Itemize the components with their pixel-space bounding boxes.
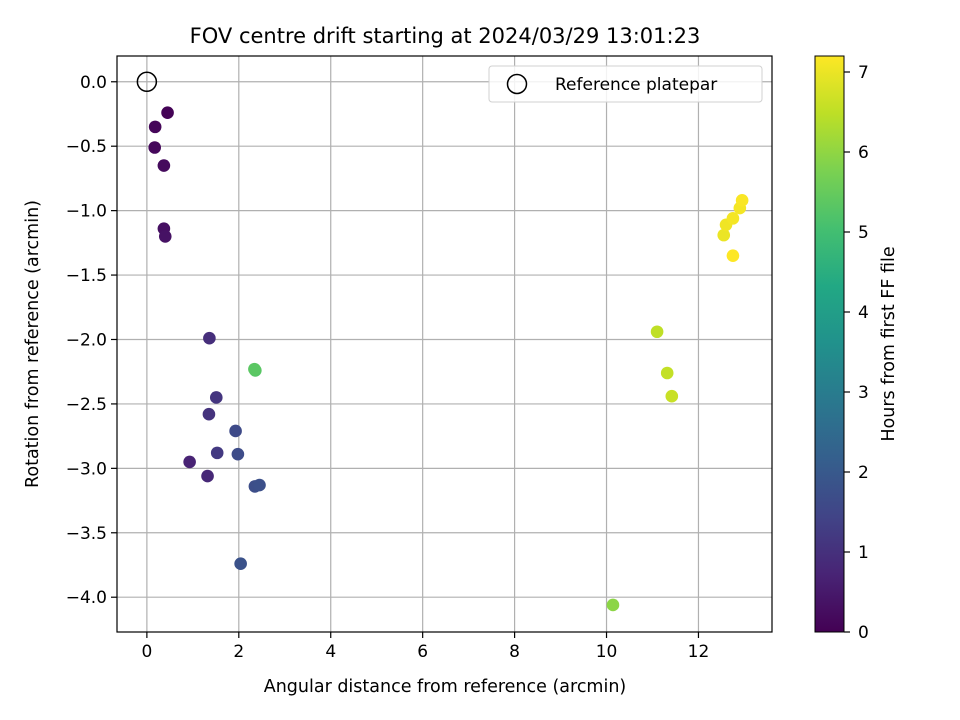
scatter-point <box>231 447 245 461</box>
scatter-point <box>203 331 216 345</box>
scatter-point <box>229 424 242 438</box>
data-points <box>148 106 749 612</box>
plot-frame <box>116 55 773 633</box>
scatter-point <box>735 194 749 207</box>
legend-box <box>488 65 763 103</box>
colorbar: 0 1 2 3 4 5 6 7 Hours from first FF file <box>814 55 899 643</box>
scatter-point <box>148 141 161 154</box>
grid <box>117 56 772 632</box>
scatter-point <box>248 362 261 376</box>
scatter-point <box>157 159 171 172</box>
y-tick-label: −2.5 <box>66 395 107 415</box>
colorbar-tick-label: 2 <box>858 463 869 483</box>
y-tick-label: −4.0 <box>66 588 107 608</box>
x-tick-label: 6 <box>417 642 428 662</box>
chart-title: FOV centre drift starting at 2024/03/29 … <box>190 24 701 48</box>
scatter-point <box>253 478 266 492</box>
x-axis-label: Angular distance from reference (arcmin) <box>264 677 627 697</box>
scatter-point <box>717 228 731 242</box>
colorbar-gradient <box>814 55 845 633</box>
scatter-point <box>665 389 679 403</box>
y-tick-label: 0.0 <box>80 73 107 93</box>
scatter-point <box>209 391 223 404</box>
y-axis-label: Rotation from reference (arcmin) <box>23 200 43 488</box>
colorbar-tick-label: 4 <box>858 303 869 323</box>
legend-marker-icon <box>506 73 528 95</box>
colorbar-ticks: 0 1 2 3 4 5 6 7 <box>844 63 869 643</box>
y-tick-label: −1.0 <box>66 202 107 222</box>
colorbar-tick-label: 5 <box>858 223 869 243</box>
colorbar-tick-label: 1 <box>858 543 869 563</box>
colorbar-tick-label: 3 <box>858 383 869 403</box>
scatter-point <box>726 212 740 225</box>
x-tick-label: 8 <box>509 642 520 662</box>
x-tick-label: 4 <box>325 642 336 662</box>
scatter-point <box>202 407 216 421</box>
scatter-point <box>606 598 620 612</box>
scatter-point <box>234 557 247 571</box>
scatter-point <box>201 469 214 483</box>
reference-platepar-marker <box>136 71 158 93</box>
scatter-point <box>210 446 224 460</box>
colorbar-tick-label: 6 <box>858 143 869 163</box>
legend: Reference platepar <box>488 65 763 103</box>
scatter-point <box>183 455 196 469</box>
x-tick-label: 12 <box>688 642 710 662</box>
y-axis-ticks: 0.0 −0.5 −1.0 −1.5 −2.0 −2.5 −3.0 −3.5 −4.0 <box>66 73 117 608</box>
y-tick-label: −1.5 <box>66 266 107 286</box>
legend-label: Reference platepar <box>555 75 717 95</box>
scatter-point <box>158 230 172 243</box>
x-tick-label: 10 <box>596 642 618 662</box>
scatter-point <box>650 325 664 339</box>
reference-point-layer <box>136 71 158 93</box>
scatter-point <box>660 366 674 380</box>
y-tick-label: −3.5 <box>66 524 107 544</box>
y-tick-label: −2.0 <box>66 330 107 350</box>
x-tick-label: 2 <box>233 642 244 662</box>
colorbar-tick-label: 7 <box>858 63 869 83</box>
y-tick-label: −3.0 <box>66 459 107 479</box>
colorbar-label: Hours from first FF file <box>879 246 899 441</box>
scatter-point <box>148 120 162 134</box>
scatter-point <box>726 249 740 263</box>
x-tick-label: 0 <box>141 642 152 662</box>
colorbar-tick-label: 0 <box>858 623 869 643</box>
x-axis-ticks: 0 2 4 6 8 10 12 <box>141 632 709 662</box>
scatter-point <box>161 106 174 119</box>
y-tick-label: −0.5 <box>66 137 107 157</box>
